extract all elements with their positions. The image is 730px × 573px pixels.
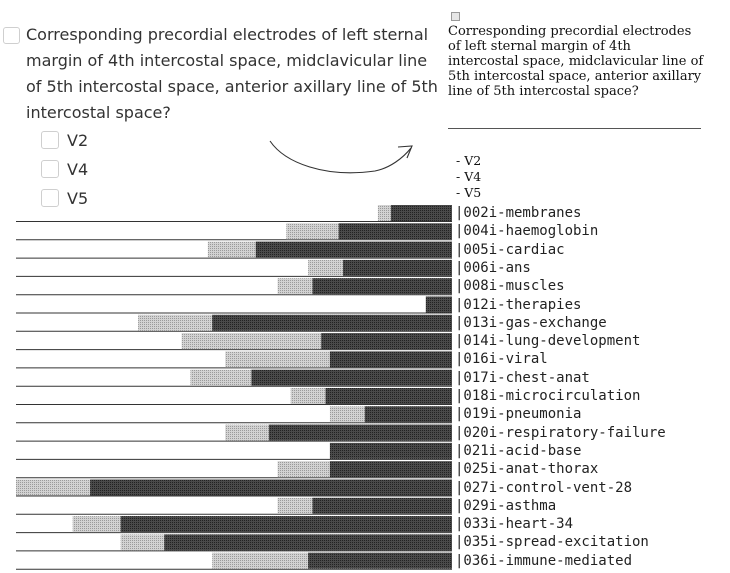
- preview-text: Corresponding precordial electrodes of l…: [448, 24, 704, 99]
- preview-option: - V4: [456, 169, 482, 184]
- bar-row: [16, 479, 453, 497]
- question-panel: Corresponding precordial electrodes of l…: [0, 0, 445, 210]
- divider: [448, 128, 701, 129]
- bar-row: [16, 461, 452, 479]
- bar-dark-segment: [325, 388, 452, 404]
- bar-row: [16, 241, 452, 259]
- row-label: |027i-control-vent-28: [455, 479, 633, 496]
- bar-row: [16, 497, 452, 515]
- option-checkbox[interactable]: [41, 131, 59, 149]
- option-label: V5: [67, 188, 89, 208]
- bar-dark-segment: [321, 333, 452, 350]
- bar-dark-segment: [338, 223, 452, 240]
- preview-options: - V2 - V4 - V5: [456, 153, 481, 201]
- bar-dark-segment: [343, 259, 452, 276]
- bar-dark-segment: [90, 479, 453, 496]
- bar-dark-segment: [164, 534, 453, 551]
- preview-panel: Corresponding precordial electrodes of l…: [448, 0, 730, 210]
- option-checkbox[interactable]: [41, 160, 59, 178]
- row-label: |005i-cardiac: [455, 241, 565, 258]
- row-label: |036i-immune-mediated: [455, 552, 633, 569]
- row-label: |033i-heart-34: [455, 516, 574, 533]
- row-label: |020i-respiratory-failure: [455, 424, 666, 441]
- bar-dark-segment: [329, 461, 452, 478]
- preview-option: - V2: [456, 153, 482, 168]
- row-label: |035i-spread-excitation: [455, 534, 649, 551]
- bar-dark-segment: [268, 424, 452, 441]
- bar-dark-segment: [364, 406, 452, 423]
- row-label: |018i-microcirculation: [455, 388, 641, 404]
- bar-row: [16, 278, 452, 296]
- bar-row: [16, 552, 452, 570]
- bar-row: [16, 516, 453, 534]
- preview-option: - V5: [456, 185, 482, 200]
- bar-dark-segment: [312, 278, 452, 295]
- row-label: |017i-chest-anat: [455, 369, 590, 386]
- bar-row: [16, 223, 452, 241]
- bar-row: [16, 406, 452, 424]
- bar-row: [16, 296, 452, 314]
- option-v5[interactable]: V5: [41, 188, 88, 208]
- row-label: |025i-anat-thorax: [455, 461, 599, 478]
- bar-row: [16, 442, 452, 460]
- bar-dark-segment: [255, 241, 452, 258]
- bar-row: [16, 351, 452, 369]
- option-label: V2: [67, 130, 89, 150]
- bar-row: [16, 534, 453, 552]
- question-text: Corresponding precordial electrodes of l…: [26, 25, 438, 122]
- bar-dark-segment: [425, 296, 452, 313]
- option-v2[interactable]: V2: [41, 130, 88, 150]
- option-label: V4: [67, 159, 89, 179]
- bar-row: [16, 424, 452, 442]
- row-label: |029i-asthma: [455, 497, 557, 514]
- row-label: |013i-gas-exchange: [455, 314, 607, 331]
- row-label: |019i-pneumonia: [455, 406, 582, 423]
- bar-dark-segment: [312, 497, 452, 514]
- option-v4[interactable]: V4: [41, 159, 88, 179]
- question-checkbox[interactable]: [3, 27, 20, 44]
- bar-row: [16, 259, 452, 277]
- bar-row: [16, 314, 452, 332]
- bar-dark-segment: [212, 314, 452, 331]
- bar-row: [16, 205, 452, 222]
- row-label: |014i-lung-development: [455, 333, 641, 350]
- bar-row: [16, 333, 452, 351]
- row-label: |004i-haemoglobin: [455, 223, 599, 240]
- bar-row: [16, 369, 452, 387]
- bar-dark-segment: [329, 442, 452, 459]
- row-label: |008i-muscles: [455, 278, 565, 295]
- bar-dark-segment: [251, 369, 452, 386]
- bar-row: [16, 388, 452, 405]
- bar-dark-segment: [120, 516, 452, 533]
- row-label: |002i-membranes: [455, 205, 582, 221]
- bar-dark-segment: [329, 351, 452, 368]
- row-label: |021i-acid-base: [455, 442, 582, 459]
- row-label: |016i-viral: [455, 351, 548, 368]
- bar-dark-segment: [308, 552, 452, 569]
- option-checkbox[interactable]: [41, 189, 59, 207]
- preview-checkbox[interactable]: [451, 12, 460, 21]
- row-label: |012i-therapies: [455, 296, 582, 313]
- arrow-icon: [269, 140, 413, 174]
- bar-dark-segment: [390, 205, 452, 221]
- row-label: |006i-ans: [455, 259, 531, 276]
